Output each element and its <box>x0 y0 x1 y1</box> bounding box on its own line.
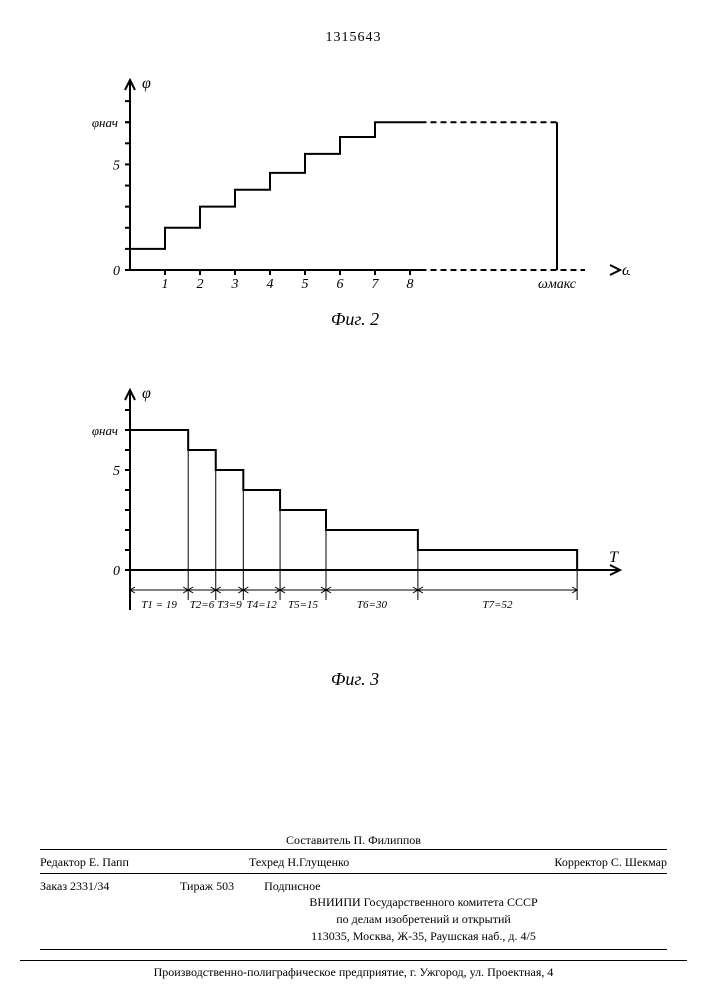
svg-text:5: 5 <box>113 158 120 173</box>
figure-3-container: 0 5 φ φнач T T1 = 19 T2=6T3=9 T4=12 T5=15 T6=30 T7… <box>80 380 630 690</box>
svg-text:5: 5 <box>302 277 309 292</box>
editor-label: Редактор Е. Папп <box>40 854 249 871</box>
svg-text:T3=9: T3=9 <box>217 599 242 611</box>
svg-text:6: 6 <box>337 277 344 292</box>
svg-text:1: 1 <box>162 277 169 292</box>
svg-text:T7=52: T7=52 <box>482 599 513 611</box>
svg-text:T4=12: T4=12 <box>247 599 278 611</box>
svg-text:3: 3 <box>231 277 239 292</box>
org2-label: по делам изобретений и открытий <box>180 911 667 928</box>
svg-text:T5=15: T5=15 <box>288 599 319 611</box>
figure-2-chart: 0 5 1 2 3 4 5 6 7 8 ωмакс φ ω φнач <box>80 70 630 300</box>
techred-label: Техред Н.Глущенко <box>249 854 458 871</box>
subscription-label: Подписное <box>264 879 321 893</box>
svg-text:φнач: φнач <box>92 423 118 438</box>
figure-2-caption: Фиг. 2 <box>80 309 630 330</box>
svg-text:5: 5 <box>113 464 120 479</box>
page-number: 1315643 <box>0 30 707 46</box>
svg-text:φнач: φнач <box>92 115 118 130</box>
svg-text:0: 0 <box>113 264 120 279</box>
svg-text:7: 7 <box>372 277 380 292</box>
address-label: 113035, Москва, Ж-35, Раушская наб., д. … <box>180 928 667 945</box>
svg-text:ω: ω <box>622 262 630 279</box>
svg-text:T6=30: T6=30 <box>357 599 388 611</box>
org1-label: ВНИИПИ Государственного комитета СССР <box>180 894 667 911</box>
svg-text:T2=6: T2=6 <box>190 599 215 611</box>
svg-text:φ: φ <box>142 385 151 402</box>
compiler-line: Составитель П. Филиппов <box>40 832 667 849</box>
corrector-label: Корректор С. Шекмар <box>458 854 667 871</box>
svg-text:0: 0 <box>113 564 120 579</box>
svg-text:ωмакс: ωмакс <box>538 277 577 292</box>
svg-text:4: 4 <box>267 277 274 292</box>
svg-text:T: T <box>609 549 619 566</box>
tirage-label: Тираж 503 <box>180 879 234 893</box>
svg-text:φ: φ <box>142 75 151 92</box>
order-label: Заказ 2331/34 <box>40 878 180 945</box>
figure-3-caption: Фиг. 3 <box>80 669 630 690</box>
figure-2-container: 0 5 1 2 3 4 5 6 7 8 ωмакс φ ω φнач Фиг. 2 <box>80 70 630 330</box>
svg-text:2: 2 <box>197 277 204 292</box>
svg-text:T1 = 19: T1 = 19 <box>141 599 177 611</box>
svg-text:8: 8 <box>407 277 414 292</box>
figure-3-chart: 0 5 φ φнач T T1 = 19 T2=6T3=9 T4=12 T5=15 T6=30 T7… <box>80 380 630 660</box>
credits-block: Составитель П. Филиппов Редактор Е. Папп… <box>40 832 667 950</box>
footer-line: Производственно-полиграфическое предприя… <box>20 960 687 980</box>
